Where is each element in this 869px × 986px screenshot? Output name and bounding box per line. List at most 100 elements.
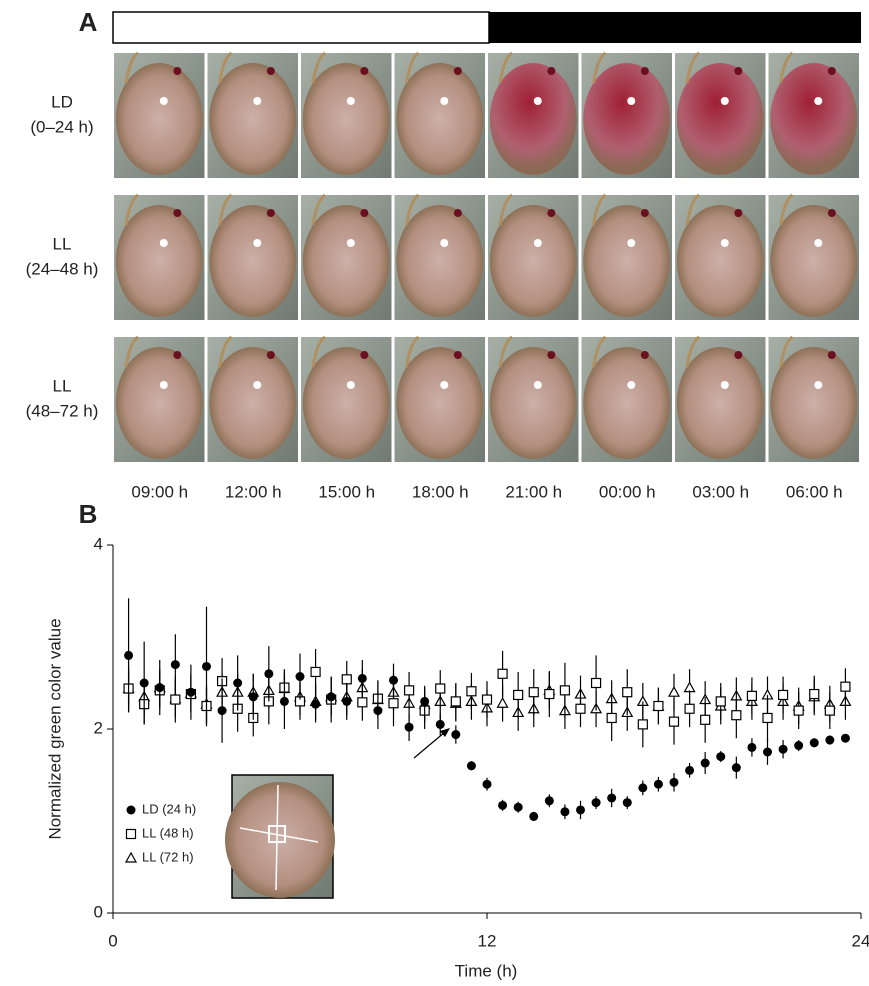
- photo-eye: [489, 205, 577, 317]
- photo-eye: [770, 63, 858, 175]
- photo-spot: [533, 239, 542, 247]
- point: [683, 681, 696, 693]
- row-label: LL: [53, 234, 72, 253]
- point: [264, 669, 274, 679]
- point: [716, 752, 726, 762]
- point: [809, 688, 820, 700]
- photo-ocellus: [734, 351, 743, 359]
- photo-antenna: [405, 193, 420, 226]
- photo-spot: [253, 239, 262, 247]
- point: [622, 687, 633, 698]
- photo-spot: [627, 97, 636, 105]
- point: [731, 710, 742, 721]
- point: [778, 744, 788, 754]
- point: [638, 783, 648, 793]
- point: [481, 694, 493, 705]
- photo-antenna: [779, 193, 794, 226]
- time-label: 12:00 h: [225, 482, 282, 501]
- point: [528, 687, 539, 698]
- point: [420, 696, 430, 706]
- photo-spot: [627, 381, 636, 389]
- time-label: 09:00 h: [131, 482, 188, 501]
- photo-eye: [115, 63, 203, 175]
- photo-spot: [159, 381, 168, 389]
- row-label: LL: [53, 376, 72, 395]
- photo-antenna: [685, 51, 700, 84]
- point: [622, 798, 632, 808]
- photo-eye: [209, 63, 297, 175]
- point: [155, 683, 165, 693]
- photo-eye: [396, 347, 484, 459]
- photo-ocellus: [827, 351, 836, 359]
- photo-ocellus: [453, 209, 462, 217]
- photo-antenna: [498, 51, 513, 84]
- point: [311, 699, 321, 709]
- point: [435, 719, 445, 729]
- photo-spot: [533, 381, 542, 389]
- photo-eye: [396, 205, 484, 317]
- point: [388, 698, 399, 709]
- photo-antenna: [498, 193, 513, 226]
- x-tick-label: 12: [478, 931, 497, 950]
- photo-ocellus: [173, 351, 182, 359]
- photo-spot: [159, 239, 168, 247]
- point: [496, 697, 509, 708]
- photo-ocellus: [173, 209, 182, 217]
- point: [124, 650, 134, 660]
- photo-ocellus: [640, 67, 649, 75]
- point: [310, 666, 321, 678]
- point: [373, 706, 383, 716]
- photo-antenna: [498, 335, 513, 368]
- photo-ocellus: [360, 67, 369, 75]
- point: [544, 688, 555, 700]
- photo-eye: [770, 205, 858, 317]
- photo-antenna: [124, 335, 139, 368]
- point: [575, 703, 586, 714]
- panel-label: A: [79, 7, 98, 37]
- point: [560, 807, 570, 817]
- photo-antenna: [779, 335, 794, 368]
- point: [389, 675, 398, 685]
- photo-ocellus: [360, 351, 369, 359]
- legend-marker: [125, 828, 137, 840]
- photo-spot: [814, 381, 823, 389]
- photo-spot: [440, 381, 449, 389]
- point: [825, 735, 835, 745]
- point: [435, 683, 446, 694]
- point: [139, 678, 149, 688]
- photo-ocellus: [266, 67, 275, 75]
- point: [497, 668, 508, 679]
- point: [607, 793, 617, 803]
- photo-ocellus: [266, 351, 275, 359]
- time-label: 03:00 h: [692, 482, 749, 501]
- point: [840, 681, 851, 692]
- photo-spot: [253, 97, 262, 105]
- point: [763, 747, 772, 757]
- point: [762, 712, 773, 724]
- photo-antenna: [218, 335, 233, 368]
- inset: [225, 774, 335, 899]
- point: [451, 730, 461, 740]
- photo-ocellus: [266, 209, 275, 217]
- point: [342, 696, 352, 706]
- point: [668, 716, 680, 727]
- photo-spot: [440, 239, 449, 247]
- photo-eye: [583, 347, 671, 459]
- photo-eye: [489, 347, 577, 459]
- photo-spot: [814, 239, 823, 247]
- dark-bar: [489, 12, 861, 43]
- legend-label: LL (72 h): [142, 849, 194, 864]
- photo-antenna: [218, 51, 233, 84]
- photo-ocellus: [453, 67, 462, 75]
- photo-ocellus: [547, 351, 556, 359]
- point: [576, 805, 585, 815]
- photo-eye: [209, 205, 297, 317]
- point: [591, 798, 601, 808]
- point: [684, 703, 695, 714]
- point: [669, 777, 679, 787]
- legend-label: LL (48 h): [142, 825, 194, 840]
- photo-antenna: [405, 335, 420, 368]
- photo-eye: [583, 63, 671, 175]
- photo-eye: [302, 205, 390, 317]
- point: [403, 685, 415, 696]
